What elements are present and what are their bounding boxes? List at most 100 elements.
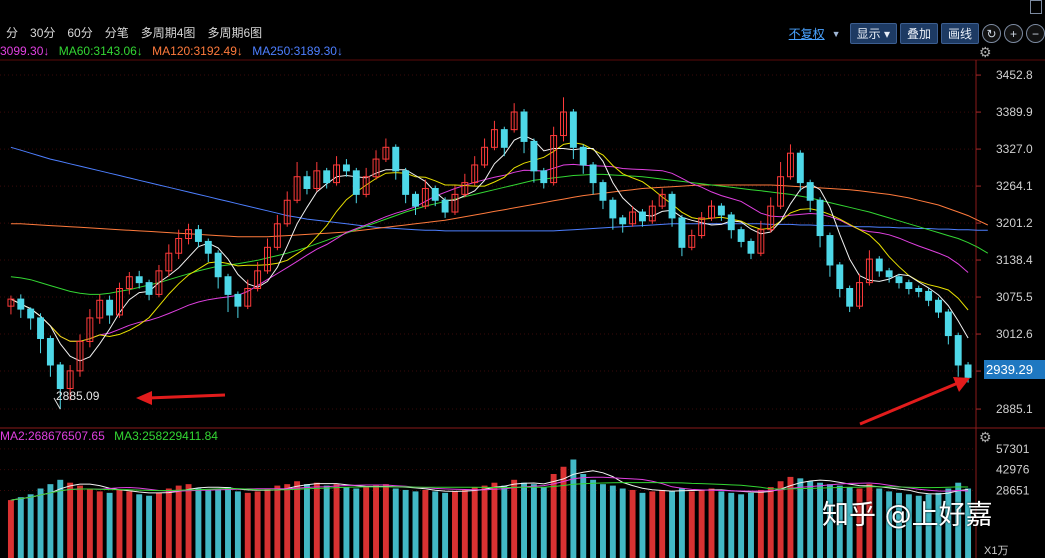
candle-body	[708, 205, 715, 219]
candle-body	[46, 338, 54, 366]
adjust-select[interactable]: 不复权	[788, 27, 825, 41]
candle-body	[688, 235, 696, 248]
candle-body	[698, 217, 706, 237]
candle-body	[244, 288, 252, 307]
candle-body	[500, 129, 508, 148]
volume-bar	[817, 482, 824, 558]
volume-bar	[629, 489, 636, 558]
volume-bar	[905, 494, 912, 558]
volume-bar	[382, 484, 389, 558]
volume-bar	[116, 489, 123, 558]
volume-bar	[915, 495, 922, 558]
show-label: 显示	[856, 27, 881, 41]
candle-body	[579, 146, 587, 166]
tab-60min[interactable]: 60分	[67, 26, 93, 40]
volume-bar	[501, 485, 508, 558]
volume-bar	[600, 484, 606, 558]
tab-minute[interactable]: 分	[6, 26, 19, 40]
ma60-line	[10, 173, 989, 295]
volume-bar	[688, 491, 695, 558]
window-corner-icon[interactable]	[1030, 0, 1042, 14]
candle-body	[560, 111, 567, 137]
candle-body	[451, 193, 459, 213]
candle-body	[66, 370, 74, 390]
volume-bar	[392, 488, 399, 558]
price-tick-label: 3138.4	[996, 253, 1033, 267]
candle-body	[638, 211, 646, 222]
candle-body	[431, 187, 439, 201]
candle-body	[214, 252, 222, 278]
gear-icon[interactable]: ⚙	[979, 44, 992, 60]
volume-bar	[570, 459, 577, 558]
tab-tick[interactable]: 分笔	[104, 26, 129, 40]
candle-body	[737, 229, 745, 242]
candle-body	[589, 164, 597, 184]
ma-legend-1: 3099.30↓	[0, 44, 50, 58]
volume-bar	[343, 487, 350, 558]
volume-bar	[550, 474, 557, 558]
volume-bar	[442, 492, 449, 558]
candle-body	[481, 146, 489, 166]
volume-bar	[767, 487, 774, 558]
zoom-in-icon[interactable]: +	[1004, 24, 1023, 43]
candle-body	[935, 299, 942, 313]
candle-body	[648, 205, 656, 222]
candle-body	[836, 264, 844, 290]
volume-unit: X1万	[984, 545, 1009, 557]
vol-ma1-line	[10, 470, 969, 501]
volume-bar	[27, 494, 34, 558]
volume-bar	[185, 484, 192, 558]
volume-bar	[698, 489, 705, 558]
candle-body	[856, 282, 863, 307]
volume-bar	[846, 487, 853, 558]
candle-body	[846, 288, 854, 307]
candle-body	[658, 193, 666, 207]
volume-bar	[37, 488, 44, 558]
chevron-down-icon[interactable]: ▼	[831, 28, 841, 39]
candle-body	[333, 164, 341, 184]
candle-body	[520, 111, 528, 142]
vol-legend-1: MA2:268676507.65	[0, 429, 105, 443]
candle-body	[777, 176, 785, 207]
draw-button[interactable]: 画线	[940, 23, 979, 44]
volume-bar	[925, 494, 932, 558]
price-tick-label: 3327.0	[996, 142, 1033, 156]
tab-30min[interactable]: 30分	[30, 26, 56, 40]
price-tick-label: 3452.8	[996, 68, 1033, 82]
volume-bar	[363, 487, 370, 558]
candle-body	[17, 298, 25, 310]
candle-body	[905, 282, 913, 290]
candle-body	[135, 276, 143, 284]
refresh-icon[interactable]: ↻	[982, 24, 1001, 43]
vol-legend-2: MA3:258229411.84	[114, 429, 218, 443]
candle-body	[194, 229, 202, 242]
volume-bar	[590, 479, 597, 558]
volume-legend: MA2:268676507.65 MA3:258229411.84	[0, 429, 224, 445]
candle-body	[165, 252, 173, 272]
candle-body	[826, 235, 834, 266]
price-tick-label: 3012.6	[996, 327, 1033, 341]
tab-multi-6[interactable]: 多周期6图	[207, 26, 263, 40]
volume-bar	[669, 491, 676, 558]
candle-body	[185, 229, 193, 239]
volume-bar	[412, 491, 419, 558]
volume-bar	[866, 484, 873, 558]
ma-legend-4: MA250:3189.30↓	[252, 44, 343, 58]
candle-body	[540, 170, 548, 184]
price-tick-label: 3389.9	[996, 105, 1033, 119]
volume-bar	[165, 488, 172, 558]
candle-body	[865, 258, 873, 284]
show-button[interactable]: 显示 ▾	[849, 23, 897, 44]
candle-body	[264, 246, 271, 272]
tab-multi-4[interactable]: 多周期4图	[140, 26, 196, 40]
volume-bar	[826, 484, 833, 558]
candle-body	[915, 288, 923, 292]
price-tick-label: 3075.5	[996, 290, 1033, 304]
volume-bar	[530, 484, 537, 558]
gear-icon[interactable]: ⚙	[979, 429, 992, 445]
volume-bar	[7, 500, 14, 558]
overlay-button[interactable]: 叠加	[899, 23, 938, 44]
volume-bar	[935, 492, 942, 558]
candle-body	[767, 205, 775, 231]
